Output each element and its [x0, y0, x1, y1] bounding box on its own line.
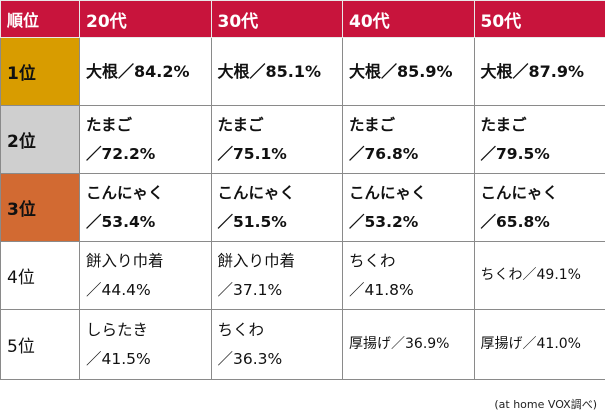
- ranking-cell: しらたき ／41.5%: [79, 309, 212, 380]
- ranking-cell: ちくわ ／36.3%: [210, 309, 343, 380]
- ranking-cell: ちくわ ／41.8%: [342, 241, 475, 310]
- item-value: ／41.5%: [86, 349, 151, 368]
- item-value: ／79.5%: [480, 144, 550, 163]
- ranking-cell: こんにゃく ／53.2%: [342, 173, 475, 242]
- item-name: こんにゃく: [217, 183, 296, 202]
- item-name: こんにゃく: [349, 183, 427, 202]
- item-value: ／44.4%: [86, 280, 151, 299]
- ranking-cell: 厚揚げ／36.9%: [342, 309, 475, 380]
- ranking-cell: 餅入り巾着 ／44.4%: [79, 241, 212, 310]
- item-value: ／41.8%: [349, 280, 414, 299]
- item-name: こんにゃく: [480, 183, 559, 202]
- item-value: 49.1%: [536, 267, 581, 283]
- rank-cell: 1位: [0, 37, 80, 106]
- age-header-20s: 20代: [79, 0, 212, 38]
- ranking-cell: 大根／84.2%: [79, 37, 212, 106]
- item-value: 87.9%: [528, 62, 585, 81]
- separator: ／: [512, 62, 529, 81]
- age-header-50s: 50代: [473, 0, 605, 38]
- item-name: たまご: [86, 115, 133, 134]
- header-row: 順位 20代 30代 40代 50代: [0, 0, 605, 38]
- ranking-cell: 大根／85.9%: [342, 37, 475, 106]
- age-header-30s: 30代: [210, 0, 343, 38]
- table-row: 2位 たまご ／72.2% たまご ／75.1% たまご ／76.8% たまご ／79.…: [0, 105, 605, 174]
- ranking-cell: 厚揚げ／41.0%: [473, 309, 605, 380]
- ranking-cell: 大根／85.1%: [210, 37, 343, 106]
- ranking-cell: 大根／87.9%: [473, 37, 605, 106]
- item-name: しらたき: [86, 320, 149, 339]
- ranking-cell: こんにゃく ／53.4%: [79, 173, 212, 242]
- item-value: 85.1%: [265, 62, 322, 81]
- item-name: 餅入り巾着: [86, 251, 164, 270]
- item-value: ／75.1%: [217, 144, 287, 163]
- item-value: ／36.3%: [217, 349, 283, 368]
- separator: ／: [118, 62, 135, 81]
- ranking-cell: こんにゃく ／65.8%: [473, 173, 605, 242]
- rank-cell: 2位: [0, 105, 80, 174]
- item-name: たまご: [349, 115, 396, 134]
- rank-cell: 5位: [0, 309, 80, 380]
- item-name: たまご: [480, 115, 527, 134]
- item-name: 厚揚げ: [349, 336, 391, 352]
- ranking-table: 順位 20代 30代 40代 50代 1位 大根／84.2% 大根／85.1% …: [0, 0, 605, 380]
- item-value: ／37.1%: [217, 280, 283, 299]
- table-row: 4位 餅入り巾着 ／44.4% 餅入り巾着 ／37.1% ちくわ ／41.8% ちくわ…: [0, 241, 605, 310]
- item-name: たまご: [217, 115, 264, 134]
- item-name: ちくわ: [217, 320, 265, 339]
- separator: ／: [522, 336, 537, 352]
- item-value: 85.9%: [397, 62, 453, 81]
- separator: ／: [391, 336, 405, 352]
- separator: ／: [249, 62, 266, 81]
- source-note: (at home VOX調べ): [494, 398, 597, 411]
- ranking-cell: こんにゃく ／51.5%: [210, 173, 343, 242]
- ranking-cell: たまご ／72.2%: [79, 105, 212, 174]
- rank-cell: 4位: [0, 241, 80, 310]
- ranking-cell: 餅入り巾着 ／37.1%: [210, 241, 343, 310]
- item-value: 84.2%: [134, 62, 190, 81]
- item-name: ちくわ: [349, 251, 396, 270]
- ranking-cell: たまご ／75.1%: [210, 105, 343, 174]
- item-name: 大根: [349, 62, 382, 81]
- item-name: 餅入り巾着: [217, 251, 296, 270]
- table-row: 3位 こんにゃく ／53.4% こんにゃく ／51.5% こんにゃく ／53.2% こ…: [0, 173, 605, 242]
- item-name: 大根: [480, 62, 513, 81]
- item-name: ちくわ: [480, 267, 523, 283]
- item-name: 大根: [86, 62, 119, 81]
- item-value: ／53.2%: [349, 212, 419, 231]
- item-value: ／76.8%: [349, 144, 419, 163]
- item-name: 大根: [217, 62, 250, 81]
- ranking-cell: たまご ／76.8%: [342, 105, 475, 174]
- item-value: 41.0%: [536, 336, 581, 352]
- age-header-40s: 40代: [342, 0, 475, 38]
- table-row: 1位 大根／84.2% 大根／85.1% 大根／85.9% 大根／87.9%: [0, 37, 605, 106]
- rank-header: 順位: [0, 0, 80, 38]
- item-value: 36.9%: [405, 336, 450, 352]
- item-name: 厚揚げ: [480, 336, 523, 352]
- ranking-cell: たまご ／79.5%: [473, 105, 605, 174]
- ranking-cell: ちくわ／49.1%: [473, 241, 605, 310]
- item-name: こんにゃく: [86, 183, 164, 202]
- table-row: 5位 しらたき ／41.5% ちくわ ／36.3% 厚揚げ／36.9% 厚揚げ／41…: [0, 309, 605, 380]
- item-value: ／72.2%: [86, 144, 156, 163]
- item-value: ／53.4%: [86, 212, 156, 231]
- item-value: ／51.5%: [217, 212, 287, 231]
- item-value: ／65.8%: [480, 212, 550, 231]
- separator: ／: [381, 62, 398, 81]
- separator: ／: [522, 267, 537, 283]
- rank-cell: 3位: [0, 173, 80, 242]
